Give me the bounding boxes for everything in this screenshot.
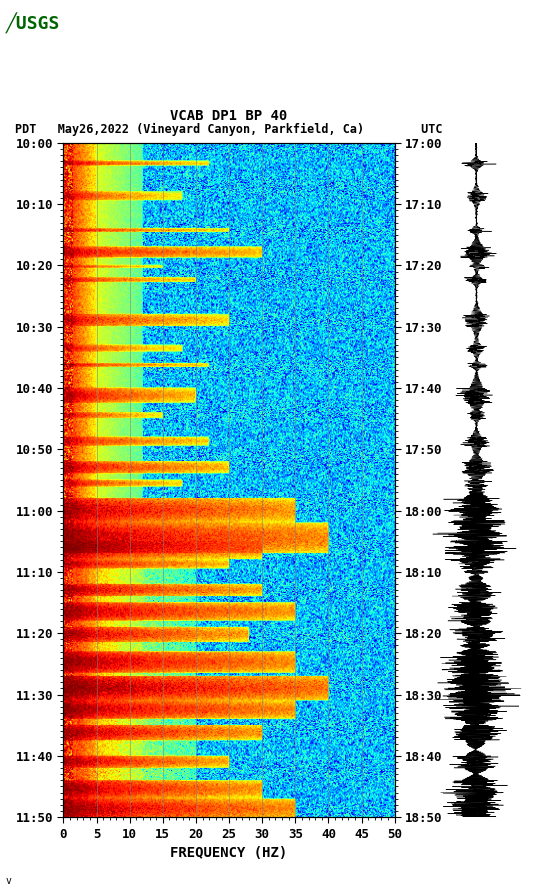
Text: v: v [6, 876, 12, 886]
Text: VCAB DP1 BP 40: VCAB DP1 BP 40 [171, 109, 288, 123]
X-axis label: FREQUENCY (HZ): FREQUENCY (HZ) [171, 846, 288, 860]
Text: PDT   May26,2022 (Vineyard Canyon, Parkfield, Ca)        UTC: PDT May26,2022 (Vineyard Canyon, Parkfie… [15, 122, 443, 136]
Text: ╱USGS: ╱USGS [6, 13, 60, 35]
